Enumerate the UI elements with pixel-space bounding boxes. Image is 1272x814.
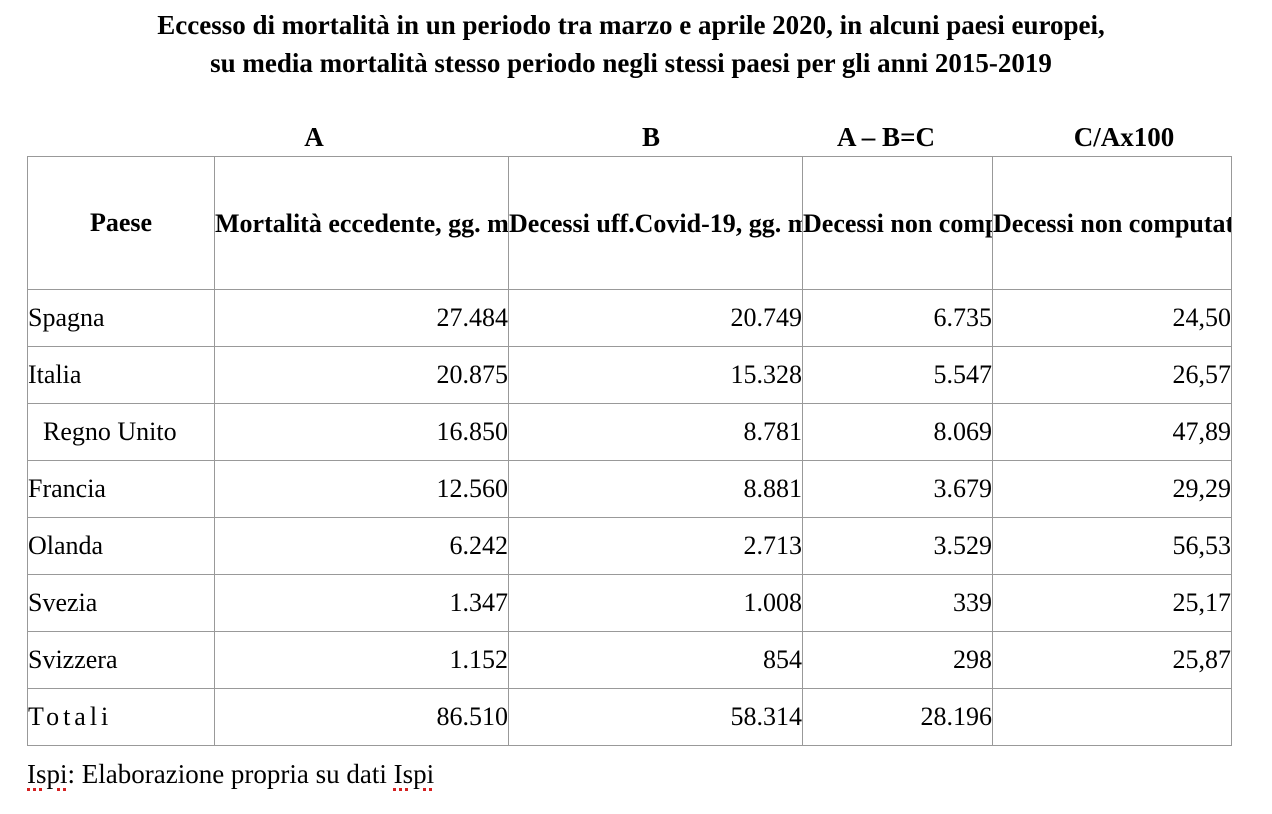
uncounted-deaths-cell: 3.529 <box>802 517 993 575</box>
total-uncounted-percent <box>992 688 1232 746</box>
excess-mortality-cell: 16.850 <box>214 403 509 461</box>
table-row: Olanda 6.242 2.713 3.529 56,53 <box>27 517 1232 575</box>
uncounted-deaths-cell: 3.679 <box>802 460 993 518</box>
uncounted-percent-cell: 56,53 <box>992 517 1232 575</box>
excess-mortality-cell: 1.152 <box>214 631 509 689</box>
official-deaths-cell: 2.713 <box>508 517 803 575</box>
table-row: Svezia 1.347 1.008 339 25,17 <box>27 574 1232 632</box>
excess-mortality-cell: 6.242 <box>214 517 509 575</box>
official-deaths-cell: 8.881 <box>508 460 803 518</box>
country-cell: Svezia <box>27 574 215 632</box>
uncounted-percent-cell: 25,17 <box>992 574 1232 632</box>
total-excess-mortality: 86.510 <box>214 688 509 746</box>
uncounted-deaths-cell: 339 <box>802 574 993 632</box>
column-code-c: A – B=C <box>837 122 935 152</box>
table-row: Svizzera 1.152 854 298 25,87 <box>27 631 1232 689</box>
table-title-line-1: Eccesso di mortalità in un periodo tra m… <box>157 10 1105 40</box>
excess-mortality-cell: 12.560 <box>214 460 509 518</box>
country-cell: Italia <box>27 346 215 404</box>
column-code-d: C/Ax100 <box>1073 122 1175 152</box>
total-uncounted-deaths: 28.196 <box>802 688 993 746</box>
header-excess-mortality: Mortalità eccedente, gg. marzo-aprile ’2… <box>214 156 509 290</box>
uncounted-percent-cell: 24,50 <box>992 289 1232 347</box>
uncounted-percent-cell: 29,29 <box>992 460 1232 518</box>
header-uncounted-percent: Decessi non computati, % <box>992 156 1232 290</box>
official-deaths-cell: 15.328 <box>508 346 803 404</box>
table-row: Spagna 27.484 20.749 6.735 24,50 <box>27 289 1232 347</box>
table-row: Italia 20.875 15.328 5.547 26,57 <box>27 346 1232 404</box>
uncounted-deaths-cell: 6.735 <box>802 289 993 347</box>
official-deaths-cell: 8.781 <box>508 403 803 461</box>
uncounted-percent-cell: 26,57 <box>992 346 1232 404</box>
excess-mortality-cell: 20.875 <box>214 346 509 404</box>
table-row: Regno Unito 16.850 8.781 8.069 47,89 <box>27 403 1232 461</box>
table-header-row: Paese Mortalità eccedente, gg. marzo-apr… <box>27 156 1232 290</box>
column-code-a: A <box>304 122 324 152</box>
excess-mortality-cell: 1.347 <box>214 574 509 632</box>
table-title-line-2: su media mortalità stesso periodo negli … <box>210 48 1052 78</box>
uncounted-deaths-cell: 5.547 <box>802 346 993 404</box>
official-deaths-cell: 854 <box>508 631 803 689</box>
mortality-table: Paese Mortalità eccedente, gg. marzo-apr… <box>27 156 1232 746</box>
source-text: : Elaborazione propria su dati <box>67 759 394 789</box>
country-cell: Olanda <box>27 517 215 575</box>
source-word-1: Ispi <box>27 759 68 789</box>
source-note: Ispi: Elaborazione propria su dati Ispi <box>27 756 434 792</box>
total-official-deaths: 58.314 <box>508 688 803 746</box>
uncounted-percent-cell: 47,89 <box>992 403 1232 461</box>
header-uncounted-deaths: Decessi non computati <box>802 156 993 290</box>
official-deaths-cell: 20.749 <box>508 289 803 347</box>
uncounted-percent-cell: 25,87 <box>992 631 1232 689</box>
excess-mortality-cell: 27.484 <box>214 289 509 347</box>
uncounted-deaths-cell: 8.069 <box>802 403 993 461</box>
header-official-covid-deaths: Decessi uff.Covid-19, gg. marzo-aprile ‘… <box>508 156 803 290</box>
source-word-2: Ispi <box>393 759 435 789</box>
uncounted-deaths-cell: 298 <box>802 631 993 689</box>
totals-label: Totali <box>27 688 215 746</box>
totals-row: Totali 86.510 58.314 28.196 <box>27 688 1232 746</box>
table-row: Francia 12.560 8.881 3.679 29,29 <box>27 460 1232 518</box>
country-cell: Francia <box>27 460 215 518</box>
column-code-b: B <box>641 122 661 152</box>
country-cell: Svizzera <box>27 631 215 689</box>
country-cell: Regno Unito <box>27 403 215 461</box>
header-country: Paese <box>27 156 215 290</box>
official-deaths-cell: 1.008 <box>508 574 803 632</box>
country-cell: Spagna <box>27 289 215 347</box>
